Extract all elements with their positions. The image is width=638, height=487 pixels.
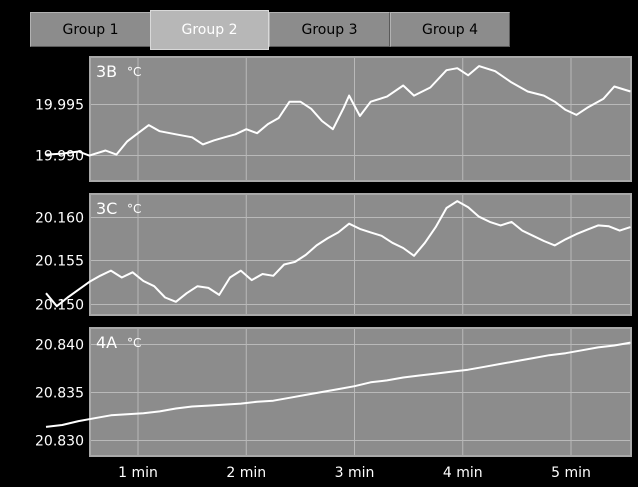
trace-line bbox=[45, 200, 631, 308]
x-tick-label: 1 min bbox=[118, 465, 158, 481]
x-tick-label: 2 min bbox=[226, 465, 266, 481]
tab-group-2[interactable]: Group 2 bbox=[150, 10, 269, 50]
trace-line bbox=[45, 341, 631, 428]
y-tick-label: 20.830 bbox=[35, 434, 84, 450]
plot-area bbox=[91, 58, 630, 180]
group-tab-bar: Group 1 Group 2 Group 3 Group 4 bbox=[0, 0, 638, 52]
sensor-name: 4A bbox=[96, 333, 117, 352]
y-tick-label: 19.995 bbox=[35, 98, 84, 114]
y-tick-label: 20.155 bbox=[35, 254, 84, 270]
x-tick-label: 3 min bbox=[335, 465, 375, 481]
y-tick-label: 20.835 bbox=[35, 386, 84, 402]
tab-group-3[interactable]: Group 3 bbox=[269, 12, 390, 47]
tab-group-1[interactable]: Group 1 bbox=[30, 12, 151, 47]
tab-group-4[interactable]: Group 4 bbox=[390, 12, 510, 47]
unit-label: °C bbox=[127, 202, 141, 216]
unit-label: °C bbox=[127, 336, 141, 350]
y-tick-label: 20.160 bbox=[35, 211, 84, 227]
trace-line bbox=[45, 65, 631, 157]
y-tick-label: 20.150 bbox=[35, 298, 84, 314]
sensor-name: 3C bbox=[96, 199, 117, 218]
plot-area bbox=[91, 195, 630, 314]
unit-label: °C bbox=[127, 65, 141, 79]
sensor-name: 3B bbox=[96, 62, 117, 81]
x-tick-label: 5 min bbox=[551, 465, 591, 481]
x-tick-label: 4 min bbox=[443, 465, 483, 481]
y-tick-label: 20.840 bbox=[35, 338, 84, 354]
